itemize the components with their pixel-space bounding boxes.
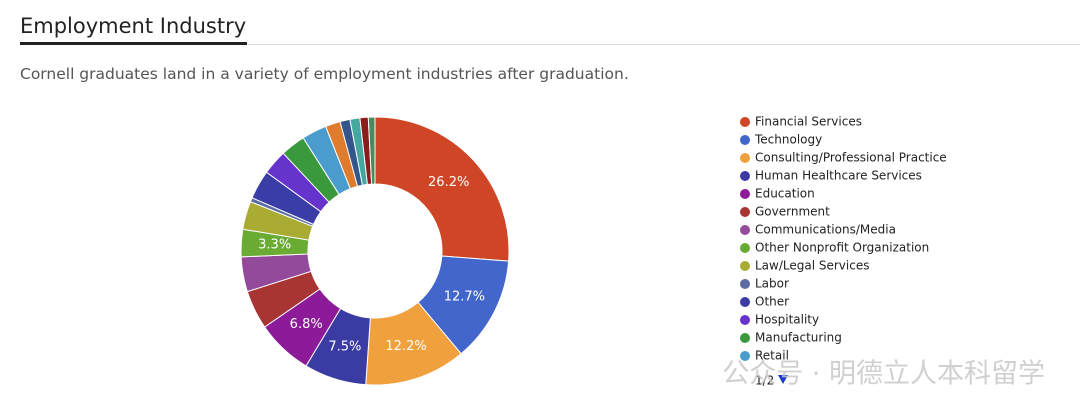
legend-label: Law/Legal Services — [755, 259, 869, 273]
legend-swatch — [740, 279, 750, 289]
legend-swatch — [740, 189, 750, 199]
legend-swatch — [740, 261, 750, 271]
legend-label: Manufacturing — [755, 331, 842, 345]
title-underline — [20, 42, 247, 45]
legend-label: Financial Services — [755, 115, 862, 129]
divider — [247, 44, 1080, 45]
legend-swatch — [740, 171, 750, 181]
description: Cornell graduates land in a variety of e… — [20, 65, 629, 83]
legend-swatch — [740, 225, 750, 235]
legend-swatch — [740, 207, 750, 217]
data-label: 12.2% — [385, 339, 426, 354]
legend-label: Labor — [755, 277, 789, 291]
slice — [374, 116, 510, 262]
section-title: Employment Industry — [20, 14, 247, 38]
legend-swatch — [740, 297, 750, 307]
data-label: 3.3% — [258, 238, 291, 253]
legend-label: Other Nonprofit Organization — [755, 241, 929, 255]
data-label: 12.7% — [444, 289, 485, 304]
legend-page[interactable]: 1/2 — [755, 374, 774, 388]
legend-label: Communications/Media — [755, 223, 896, 237]
legend-label: Retail — [755, 349, 789, 363]
slice — [367, 116, 376, 185]
data-label: 7.5% — [328, 339, 361, 354]
legend-next[interactable] — [778, 375, 788, 384]
legend-swatch — [740, 153, 750, 163]
legend-label: Hospitality — [755, 313, 819, 327]
legend-label: Human Healthcare Services — [755, 169, 922, 183]
watermark: 公众号 · 明德立人本科留学 — [722, 359, 1045, 390]
legend-swatch — [740, 243, 750, 253]
legend-label: Education — [755, 187, 815, 201]
legend-label: Consulting/Professional Practice — [755, 151, 947, 165]
data-label: 26.2% — [428, 175, 469, 190]
legend-label: Other — [755, 295, 789, 309]
data-label: 6.8% — [290, 317, 323, 332]
legend-swatch — [740, 135, 750, 145]
legend-swatch — [740, 117, 750, 127]
legend-label: Government — [755, 205, 830, 219]
legend-label: Technology — [754, 133, 822, 147]
legend-swatch — [740, 333, 750, 343]
legend-swatch — [740, 351, 750, 361]
legend-swatch — [740, 315, 750, 325]
